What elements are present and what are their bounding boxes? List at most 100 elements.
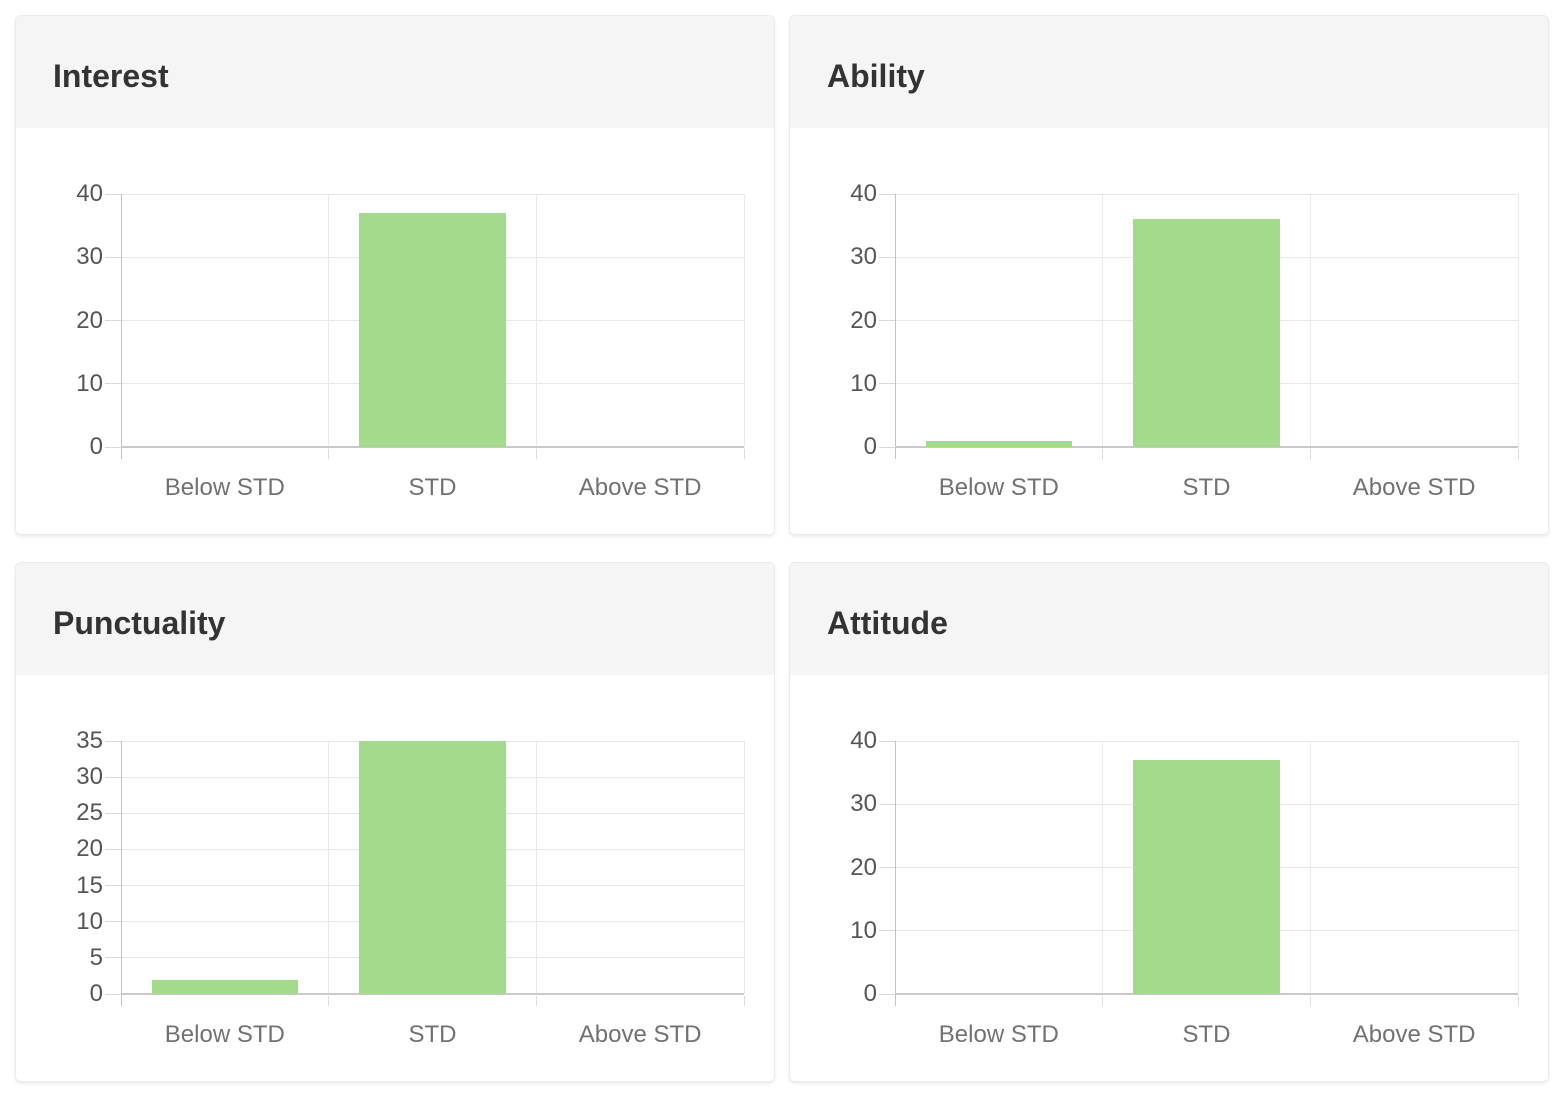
chart-card-attitude: Attitude 0 10 20 30 40 Below STD STD Above STD [789, 562, 1549, 1082]
y-axis-tick-mark [879, 446, 895, 448]
gridline-vertical [743, 741, 745, 994]
chart-card-ability: Ability 0 10 20 30 40 Below STD STD Above STD [789, 15, 1549, 535]
x-axis-category-label: Above STD [1352, 474, 1476, 501]
x-axis-baseline [895, 993, 1518, 995]
x-axis-category-label: Below STD [164, 1021, 285, 1048]
bar-below-std[interactable] [151, 979, 299, 994]
gridline-horizontal [895, 193, 1518, 195]
x-axis-category-label: Below STD [938, 1021, 1059, 1048]
y-axis-tick-mark [105, 957, 121, 959]
gridline-vertical [535, 741, 537, 994]
x-axis-category-label: STD [408, 474, 457, 501]
y-axis-tick-label: 30 [850, 243, 877, 271]
y-axis-tick-mark [105, 812, 121, 814]
gridline-vertical [1102, 194, 1104, 447]
gridline-vertical [1102, 741, 1104, 994]
y-axis-tick-mark [105, 885, 121, 887]
y-axis-tick-label: 0 [89, 433, 103, 460]
gridline-vertical [1517, 741, 1519, 994]
x-axis-baseline [895, 446, 1518, 448]
bar-std[interactable] [1133, 759, 1280, 994]
y-axis-tick-label: 25 [76, 799, 103, 827]
bar-chart-ability: 0 10 20 30 40 Below STD STD Above STD [790, 128, 1548, 534]
bar-chart-punctuality: 0 5 10 15 20 25 30 35 Below STD STD Above STD [16, 675, 774, 1081]
y-axis-tick-mark [879, 803, 895, 805]
y-axis-tick-label: 0 [863, 980, 877, 1007]
gridline-vertical [328, 741, 330, 994]
y-axis-tick-label: 30 [76, 243, 103, 271]
x-axis-tick-mark [743, 996, 745, 1006]
x-axis-tick-mark [1517, 449, 1519, 459]
x-axis-baseline [121, 446, 744, 448]
y-axis-tick-mark [879, 740, 895, 742]
gridline-vertical [328, 194, 330, 447]
chart-title: Ability [827, 58, 925, 94]
x-axis-tick-mark [1102, 996, 1104, 1006]
y-axis-tick-label: 0 [863, 433, 877, 460]
y-axis-tick-mark [105, 320, 121, 321]
x-axis-category-label: Above STD [1352, 1021, 1476, 1048]
y-axis-tick-mark [879, 930, 895, 932]
x-axis-baseline [121, 993, 744, 995]
chart-card-header: Interest [16, 16, 774, 128]
y-axis-tick-mark [105, 193, 121, 195]
y-axis-line [120, 741, 122, 1006]
gridline-vertical [1309, 741, 1311, 994]
y-axis-tick-label: 30 [850, 790, 877, 818]
y-axis-tick-mark [879, 993, 895, 995]
y-axis-tick-label: 20 [76, 835, 103, 863]
chart-card-header: Ability [790, 16, 1548, 128]
bar-std[interactable] [359, 741, 506, 994]
bar-chart-interest: 0 10 20 30 40 Below STD STD Above STD [16, 128, 774, 534]
x-axis-tick-mark [328, 449, 330, 459]
x-axis-category-label: Below STD [938, 474, 1059, 501]
y-axis-tick-label: 10 [76, 907, 103, 935]
y-axis-tick-label: 5 [89, 943, 103, 971]
gridline-vertical [1517, 194, 1519, 447]
y-axis-tick-label: 40 [850, 180, 877, 207]
x-axis-tick-mark [328, 996, 330, 1006]
bar-below-std[interactable] [925, 440, 1073, 447]
gridline-horizontal [121, 193, 744, 195]
y-axis-tick-label: 40 [76, 180, 103, 207]
y-axis-tick-mark [105, 921, 121, 923]
gridline-vertical [1309, 194, 1311, 447]
x-axis-tick-mark [1309, 996, 1311, 1006]
y-axis-tick-label: 40 [850, 727, 877, 754]
x-axis-tick-mark [1102, 449, 1104, 459]
y-axis-tick-mark [879, 193, 895, 195]
y-axis-tick-mark [879, 383, 895, 385]
chart-title: Attitude [827, 605, 948, 641]
x-axis-category-label: STD [408, 1021, 457, 1048]
y-axis-line [120, 194, 122, 459]
y-axis-tick-mark [105, 993, 121, 995]
x-axis-category-label: Above STD [578, 1021, 702, 1048]
x-axis-tick-mark [743, 449, 745, 459]
bar-std[interactable] [359, 212, 506, 447]
bar-std[interactable] [1133, 219, 1280, 447]
y-axis-tick-mark [105, 848, 121, 850]
y-axis-line [894, 741, 896, 1006]
y-axis-tick-mark [105, 383, 121, 385]
y-axis-tick-mark [105, 776, 121, 778]
y-axis-tick-mark [879, 867, 895, 868]
x-axis-category-label: Below STD [164, 474, 285, 501]
y-axis-tick-label: 10 [850, 916, 877, 944]
chart-card-header: Attitude [790, 563, 1548, 675]
y-axis-tick-mark [105, 446, 121, 448]
gridline-horizontal [895, 740, 1518, 742]
y-axis-tick-label: 20 [850, 853, 877, 881]
gridline-vertical [535, 194, 537, 447]
chart-card-header: Punctuality [16, 563, 774, 675]
y-axis-tick-label: 15 [76, 871, 103, 899]
chart-card-interest: Interest 0 10 20 30 40 Below STD STD Above STD [15, 15, 775, 535]
x-axis-tick-mark [1517, 996, 1519, 1006]
x-axis-category-label: STD [1182, 1021, 1231, 1048]
chart-title: Punctuality [53, 605, 226, 641]
x-axis-tick-mark [535, 449, 537, 459]
chart-card-punctuality: Punctuality 0 5 10 15 20 25 30 35 Below STD STD Ab… [15, 562, 775, 1082]
y-axis-tick-label: 0 [89, 980, 103, 1007]
chart-title: Interest [53, 58, 169, 94]
y-axis-tick-label: 10 [850, 369, 877, 397]
